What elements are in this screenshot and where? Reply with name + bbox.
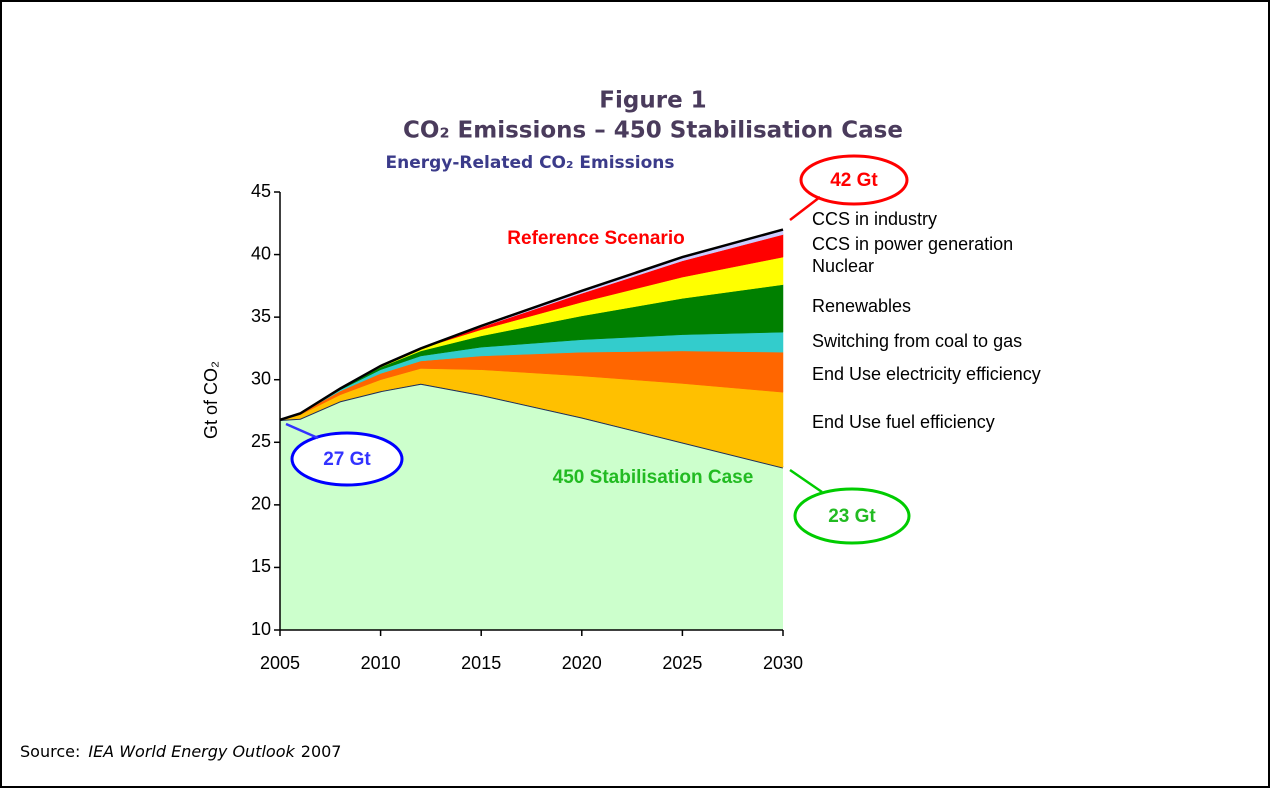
source-title: IEA World Energy Outlook [88, 742, 295, 761]
callout-ellipse [290, 431, 404, 487]
legend-label: End Use fuel efficiency [812, 412, 995, 432]
y-tick-label: 10 [251, 619, 271, 639]
y-tick-label: 35 [251, 306, 271, 326]
legend-label: Switching from coal to gas [812, 331, 1022, 351]
x-tick-label: 2005 [260, 653, 300, 673]
annotation: 27 Gt [323, 449, 371, 470]
y-tick-label: 20 [251, 494, 271, 514]
figure-subtitle: CO₂ Emissions – 450 Stabilisation Case [403, 118, 903, 144]
x-tick-label: 2030 [763, 653, 803, 673]
callout-arrow [789, 468, 823, 494]
y-tick-label: 25 [251, 431, 271, 451]
legend-label: CCS in industry [812, 209, 937, 229]
annotation: 450 Stabilisation Case [553, 467, 754, 488]
legend-label: Nuclear [812, 256, 874, 276]
x-tick-label: 2025 [662, 653, 702, 673]
x-tick-label: 2015 [461, 653, 501, 673]
callout-arrow [789, 196, 821, 221]
chart-title: Energy-Related CO₂ Emissions [385, 153, 674, 173]
reference-line [279, 228, 784, 421]
x-tick-label: 2010 [361, 653, 401, 673]
area [280, 383, 783, 630]
annotation: Reference Scenario [507, 228, 684, 249]
source: Source: IEA World Energy Outlook 2007 [20, 742, 341, 761]
legend-label: Renewables [812, 296, 911, 316]
x-tick-label: 2020 [562, 653, 602, 673]
annotation: 42 Gt [830, 170, 878, 191]
y-tick-label: 40 [251, 243, 271, 263]
legend-label: End Use electricity efficiency [812, 364, 1041, 384]
callout-ellipse [799, 154, 909, 206]
callout-ellipse [793, 487, 911, 545]
y-tick-label: 45 [251, 181, 271, 201]
y-tick-label: 30 [251, 368, 271, 388]
source-label: Source: [20, 742, 80, 761]
figure-title: Figure 1 [599, 88, 706, 114]
legend-label: CCS in power generation [812, 234, 1013, 254]
callout-arrow [285, 422, 319, 440]
y-axis-label: Gt of CO₂ [201, 361, 221, 439]
y-tick-label: 15 [251, 556, 271, 576]
annotation: 23 Gt [828, 506, 876, 527]
annotations: Reference Scenario 450 Stabilisation Case… [285, 154, 911, 545]
source-year: 2007 [301, 742, 342, 761]
